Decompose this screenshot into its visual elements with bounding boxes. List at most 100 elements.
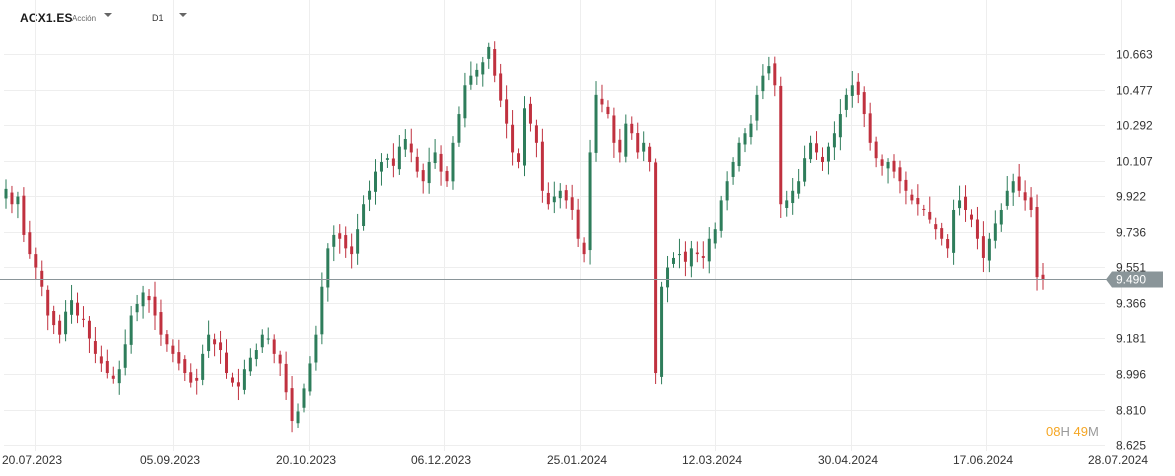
candle[interactable]: [898, 160, 902, 194]
candle[interactable]: [975, 206, 979, 250]
candle[interactable]: [886, 158, 890, 184]
candle[interactable]: [105, 349, 109, 379]
candle[interactable]: [987, 232, 991, 273]
candle[interactable]: [1041, 263, 1045, 290]
candle[interactable]: [534, 119, 538, 158]
candle[interactable]: [618, 128, 622, 163]
candle[interactable]: [230, 372, 234, 387]
candle[interactable]: [540, 128, 544, 203]
candle[interactable]: [236, 368, 240, 401]
candle[interactable]: [219, 330, 223, 364]
candle[interactable]: [874, 136, 878, 168]
candle[interactable]: [1011, 173, 1015, 206]
candle[interactable]: [934, 217, 938, 240]
candle[interactable]: [606, 100, 610, 119]
candle[interactable]: [308, 356, 312, 396]
candle[interactable]: [242, 359, 246, 395]
candle[interactable]: [10, 185, 14, 214]
candle[interactable]: [409, 128, 413, 163]
candle[interactable]: [850, 71, 854, 108]
candle[interactable]: [719, 195, 723, 238]
candle[interactable]: [487, 42, 491, 69]
candle[interactable]: [111, 366, 115, 384]
candle[interactable]: [636, 122, 640, 159]
candle[interactable]: [1029, 187, 1033, 218]
candle[interactable]: [832, 121, 836, 161]
candle[interactable]: [379, 153, 383, 186]
candle[interactable]: [642, 131, 646, 162]
candle[interactable]: [707, 227, 711, 274]
candle[interactable]: [1005, 176, 1009, 210]
candle[interactable]: [689, 240, 693, 278]
candle[interactable]: [523, 96, 526, 177]
candle[interactable]: [195, 368, 199, 395]
candle[interactable]: [463, 72, 467, 128]
candle[interactable]: [368, 180, 372, 212]
candle[interactable]: [278, 350, 282, 377]
candle[interactable]: [391, 143, 395, 178]
symbol-dropdown-chevron-down-icon[interactable]: [104, 13, 112, 17]
candle[interactable]: [761, 64, 765, 100]
candle[interactable]: [135, 294, 139, 322]
candle[interactable]: [731, 157, 735, 185]
candle[interactable]: [809, 135, 813, 163]
candle[interactable]: [338, 224, 342, 254]
candle[interactable]: [87, 316, 91, 354]
candle[interactable]: [165, 330, 169, 352]
candle[interactable]: [469, 61, 473, 90]
candle[interactable]: [171, 339, 175, 363]
candle[interactable]: [755, 85, 759, 131]
candle[interactable]: [773, 56, 777, 97]
candle[interactable]: [123, 329, 127, 376]
candle[interactable]: [677, 238, 681, 269]
candle[interactable]: [350, 233, 354, 269]
candle[interactable]: [528, 96, 532, 132]
candle[interactable]: [946, 234, 950, 258]
candle[interactable]: [296, 403, 300, 428]
candle[interactable]: [314, 325, 318, 371]
candle[interactable]: [922, 204, 926, 216]
candle[interactable]: [797, 168, 801, 199]
candle[interactable]: [654, 158, 658, 385]
candle[interactable]: [457, 106, 461, 147]
candle[interactable]: [433, 139, 437, 169]
candle[interactable]: [624, 114, 628, 163]
candle[interactable]: [564, 184, 568, 209]
candle[interactable]: [332, 225, 336, 262]
candle[interactable]: [737, 137, 741, 172]
candle[interactable]: [630, 116, 634, 140]
candle[interactable]: [940, 222, 944, 246]
candle[interactable]: [576, 198, 580, 248]
candle[interactable]: [660, 281, 664, 385]
candle[interactable]: [46, 285, 50, 331]
candle[interactable]: [481, 56, 485, 87]
candle[interactable]: [451, 136, 455, 190]
candle[interactable]: [767, 56, 771, 81]
candle[interactable]: [779, 76, 783, 219]
candle[interactable]: [177, 339, 181, 371]
candle[interactable]: [505, 85, 509, 139]
candle[interactable]: [969, 209, 973, 228]
candle[interactable]: [207, 320, 211, 358]
candle[interactable]: [183, 355, 187, 382]
candle[interactable]: [76, 292, 80, 324]
candle[interactable]: [356, 213, 360, 265]
candle[interactable]: [785, 190, 789, 217]
candle[interactable]: [445, 166, 449, 187]
candle[interactable]: [302, 383, 306, 413]
candle[interactable]: [958, 185, 962, 216]
candle[interactable]: [695, 241, 699, 263]
candle[interactable]: [952, 199, 956, 265]
candle[interactable]: [588, 139, 592, 265]
candle[interactable]: [344, 226, 348, 258]
candle[interactable]: [320, 272, 324, 345]
candle[interactable]: [791, 177, 795, 215]
candle[interactable]: [582, 237, 586, 263]
candle[interactable]: [421, 163, 425, 194]
candle[interactable]: [511, 110, 515, 166]
candle[interactable]: [868, 102, 872, 151]
candle[interactable]: [34, 247, 38, 280]
candle[interactable]: [1023, 180, 1027, 211]
candle[interactable]: [266, 327, 270, 345]
candle[interactable]: [749, 115, 753, 145]
